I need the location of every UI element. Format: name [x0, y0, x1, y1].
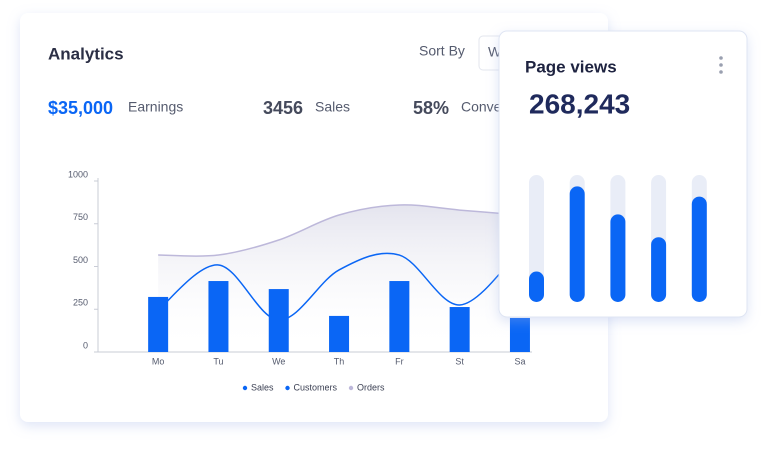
stat-label: Sales: [315, 99, 350, 115]
stat-value: 58%: [413, 98, 449, 118]
legend-marker: [242, 385, 248, 391]
bar: [610, 214, 626, 302]
legend-label: Sales: [251, 382, 274, 392]
line: [157, 249, 521, 321]
stat-value: $35,000: [48, 98, 113, 118]
bar: [651, 237, 667, 302]
legend-label: Orders: [357, 382, 385, 392]
legend-marker: [285, 385, 290, 391]
area: [158, 204, 520, 352]
card-title: Page views: [525, 57, 617, 76]
bar: [148, 296, 169, 352]
x-tick-label: Tu: [213, 356, 223, 366]
bar: [691, 196, 707, 302]
y-tick-label: 1000: [68, 169, 88, 179]
bar-track: [529, 175, 544, 302]
bar: [208, 281, 229, 352]
legend-label: Customers: [294, 382, 338, 392]
bar: [509, 317, 530, 352]
x-tick-label: Fr: [395, 356, 404, 366]
stat-value: 3456: [263, 98, 303, 118]
line: [158, 204, 521, 257]
x-tick-label: Sa: [514, 356, 525, 366]
bar: [569, 186, 585, 302]
y-tick-label: 0: [83, 340, 88, 350]
bar: [449, 307, 470, 352]
bar: [389, 281, 410, 352]
x-tick-label: Mo: [152, 356, 165, 366]
y-tick-label: 500: [73, 255, 88, 265]
y-tick-label: 250: [73, 298, 88, 308]
stat-label: Conve: [461, 99, 502, 115]
x-tick-label: We: [272, 356, 285, 366]
page-views-value: 268,243: [529, 88, 630, 119]
menu-dot[interactable]: [719, 70, 723, 74]
menu-dot[interactable]: [719, 63, 723, 67]
bar: [329, 315, 350, 352]
x-tick-label: Th: [334, 356, 345, 366]
card: [498, 30, 748, 318]
bar: [529, 271, 544, 302]
page-views-card: Page views 268,243: [498, 30, 748, 318]
sort-label: Sort By: [419, 43, 465, 59]
card-title: Analytics: [48, 44, 124, 63]
menu-dot[interactable]: [719, 56, 723, 60]
y-tick-label: 750: [73, 212, 88, 222]
x-tick-label: St: [455, 356, 464, 366]
legend-marker: [348, 385, 354, 391]
stat-label: Earnings: [128, 99, 183, 115]
